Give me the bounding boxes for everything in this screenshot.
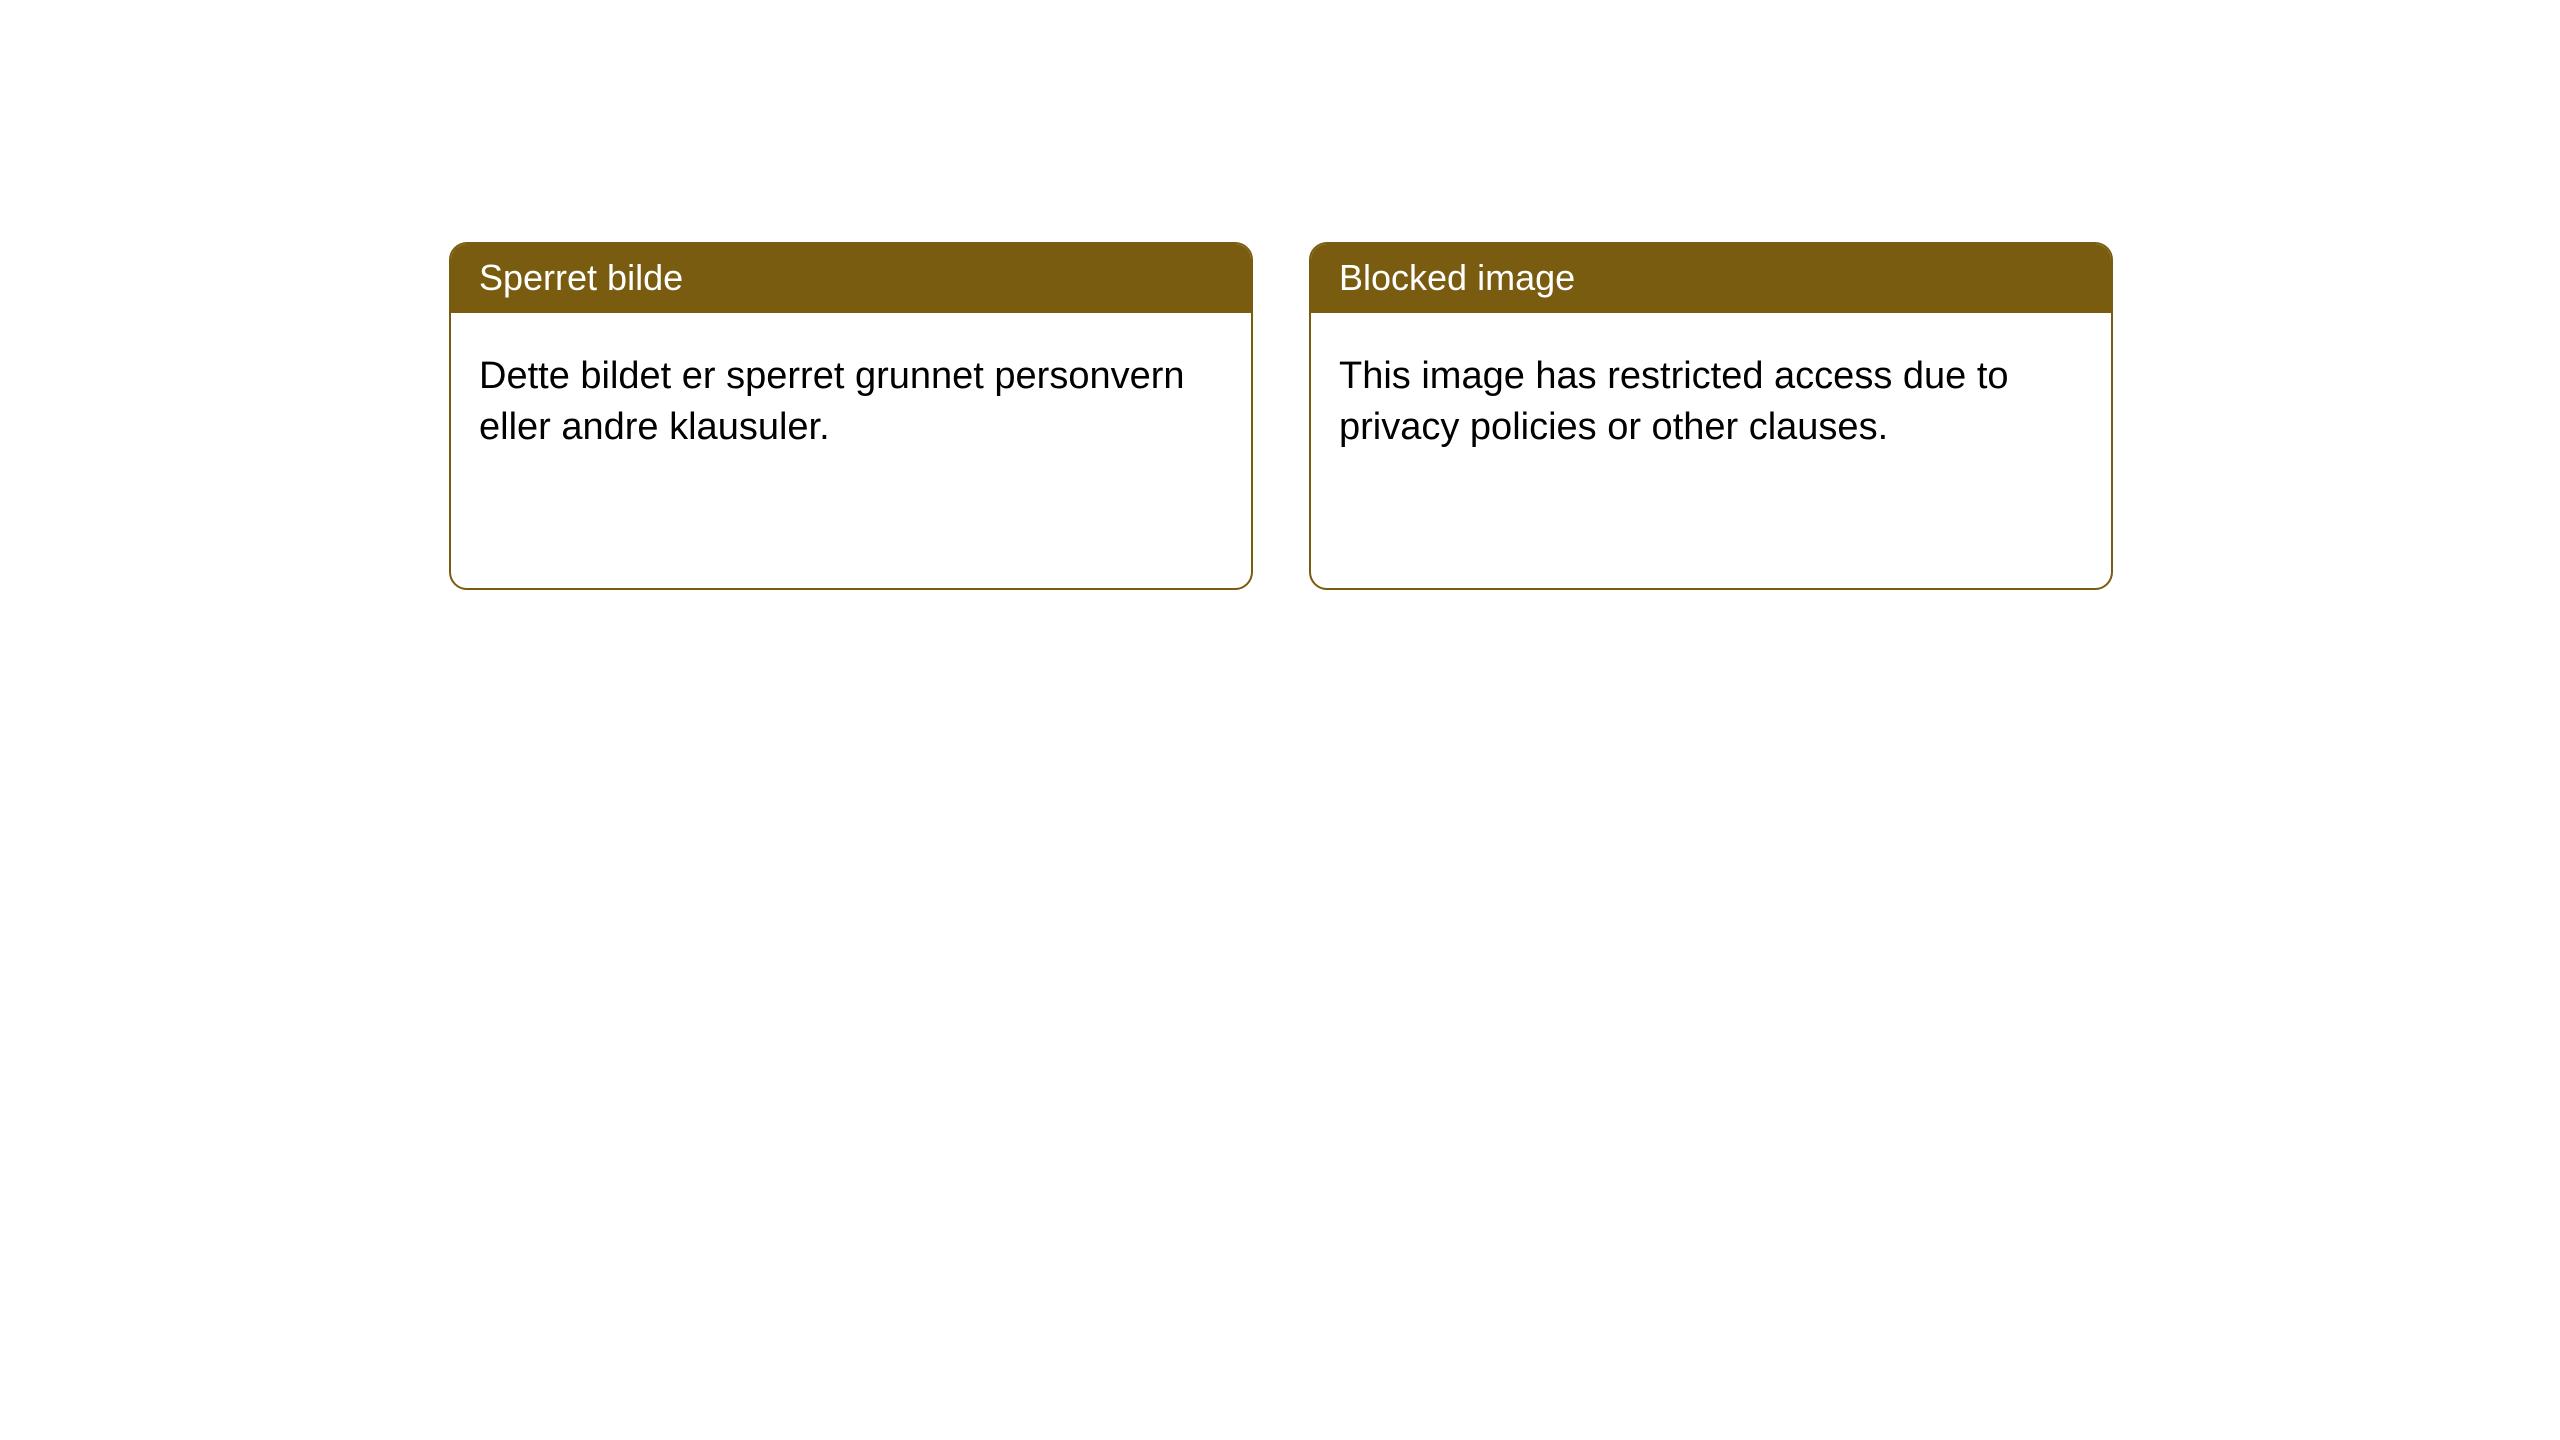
- notice-body: This image has restricted access due to …: [1311, 313, 2111, 588]
- notice-body: Dette bildet er sperret grunnet personve…: [451, 313, 1251, 588]
- notice-header: Sperret bilde: [451, 244, 1251, 313]
- notice-card-norwegian: Sperret bilde Dette bildet er sperret gr…: [449, 242, 1253, 590]
- notice-card-english: Blocked image This image has restricted …: [1309, 242, 2113, 590]
- notice-container: Sperret bilde Dette bildet er sperret gr…: [0, 0, 2560, 590]
- notice-header: Blocked image: [1311, 244, 2111, 313]
